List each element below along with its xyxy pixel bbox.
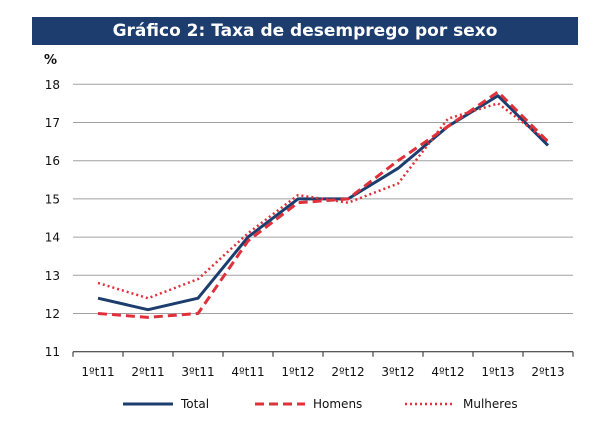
x-tick-label: 2ºt11: [131, 365, 164, 379]
chart-title: Gráfico 2: Taxa de desemprego por sexo: [32, 17, 578, 45]
x-tick-label: 3ºt11: [181, 365, 214, 379]
x-tick-label: 1ºt11: [81, 365, 114, 379]
x-tick-label: 2ºt13: [531, 365, 564, 379]
y-tick-label: 14: [45, 231, 60, 245]
x-tick-label: 1ºt13: [481, 365, 514, 379]
y-tick-label: 11: [45, 345, 60, 359]
legend-label-homens: Homens: [313, 397, 362, 411]
x-tick-label: 4ºt11: [231, 365, 264, 379]
x-tick-label: 1ºt12: [281, 365, 314, 379]
y-tick-label: 13: [45, 269, 60, 283]
series-line-homens: [97, 90, 550, 319]
legend-label-mulheres: Mulheres: [463, 397, 518, 411]
y-tick-label: 16: [45, 154, 60, 168]
y-tick-label: 12: [45, 307, 60, 321]
y-tick-label: 17: [45, 116, 60, 130]
series-line-mulheres: [97, 102, 549, 300]
x-tick-label: 3ºt12: [381, 365, 414, 379]
y-tick-label: 18: [45, 78, 60, 92]
legend-label-total: Total: [180, 397, 209, 411]
x-tick-label: 2ºt12: [331, 365, 364, 379]
series-line-total: [97, 94, 550, 312]
y-tick-label: 15: [45, 192, 60, 206]
x-tick-label: 4ºt12: [431, 365, 464, 379]
y-axis-unit-label: %: [44, 53, 58, 68]
